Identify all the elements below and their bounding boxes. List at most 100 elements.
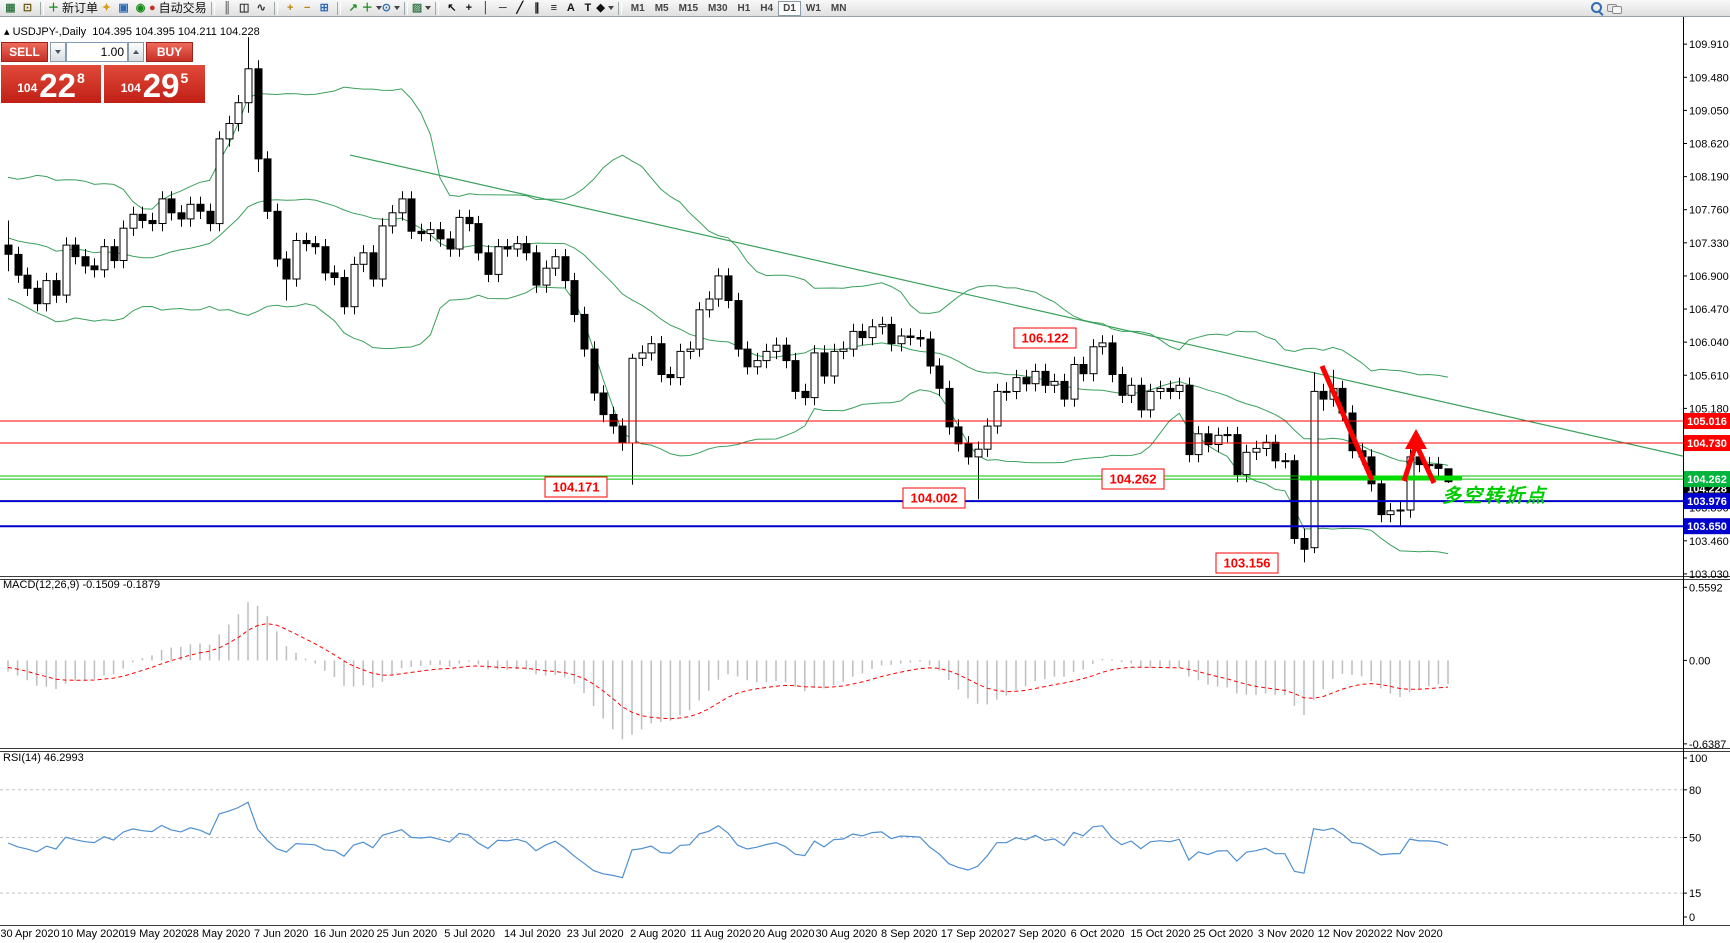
timeframe-MN[interactable]: MN	[830, 2, 847, 14]
price-tick-label: 107.760	[1689, 205, 1729, 217]
price-tick-label: 108.620	[1689, 138, 1729, 150]
pivot-text[interactable]: 多空转折点	[1442, 485, 1548, 507]
candle	[676, 350, 685, 379]
candle	[906, 335, 915, 338]
volume-input[interactable]	[66, 42, 128, 62]
horizontal-line-icon[interactable]: ─	[494, 1, 511, 16]
timeframe-H1[interactable]: H1	[737, 2, 751, 14]
sell-button[interactable]: SELL	[1, 42, 48, 62]
timeframe-M1[interactable]: M1	[630, 2, 645, 14]
buy-price-big: 29	[142, 67, 180, 104]
trendline-icon[interactable]: ╱	[511, 1, 528, 16]
terminal-icon[interactable]: ▣	[115, 1, 132, 16]
price-tick-label: 109.480	[1689, 72, 1729, 84]
bar-chart-icon[interactable]: ║	[219, 1, 236, 16]
price-badge-text: 104.262	[1687, 474, 1727, 486]
zoom-out-icon[interactable]: −	[299, 1, 316, 16]
time-axis[interactable]: 30 Apr 2020 10 May 2020 19 May 2020 28 May …	[0, 928, 1730, 942]
date-label: 12 Nov 2020	[1317, 928, 1380, 940]
autotrading-button[interactable]: ● 自动交易	[149, 1, 207, 16]
price-tick-label: 109.910	[1689, 39, 1729, 51]
text-icon[interactable]: A	[562, 1, 579, 16]
candle	[580, 313, 589, 350]
descending-trendline[interactable]	[349, 154, 1684, 457]
volume-down-button[interactable]	[50, 42, 66, 62]
price-annotation-box[interactable]	[1215, 552, 1279, 574]
rsi-value: 46.2993	[43, 752, 84, 764]
candle	[407, 198, 416, 232]
price-annotation-text: 106.122	[1022, 331, 1069, 346]
templates-icon[interactable]: ▨	[412, 1, 432, 16]
candle	[542, 267, 551, 286]
tile-windows-icon[interactable]: ⊞	[316, 1, 333, 16]
cleanup-icon[interactable]: ✦	[98, 1, 115, 16]
timeframe-D1[interactable]: D1	[778, 0, 801, 16]
panel-separator[interactable]	[0, 576, 1730, 577]
buy-button[interactable]: BUY	[146, 42, 193, 62]
search-icon[interactable]	[1588, 1, 1605, 16]
periods-clock-button[interactable]: ⊙	[382, 1, 400, 16]
toolbar-separator	[403, 1, 408, 15]
candle	[782, 344, 791, 362]
vertical-line-icon[interactable]: │	[477, 1, 494, 16]
line-chart-icon[interactable]: ∿	[253, 1, 270, 16]
arrow-up-icon	[1405, 429, 1427, 449]
candle	[1252, 447, 1261, 453]
timeframe-M15[interactable]: M15	[678, 2, 699, 14]
panel-separator[interactable]	[0, 748, 1730, 749]
buy-price-panel[interactable]: 104 29 5	[104, 65, 205, 103]
timeframe-M5[interactable]: M5	[654, 2, 669, 14]
profile-chart-icon[interactable]: ⊡	[19, 1, 36, 16]
candle	[1012, 377, 1021, 393]
price-annotation-box[interactable]	[544, 476, 608, 498]
macd-label: MACD(12,26,9) -0.1509 -0.1879	[3, 579, 161, 591]
collapse-marker-icon[interactable]: ▴	[4, 26, 10, 38]
shapes-icon[interactable]: ◆	[596, 1, 614, 16]
candlestick-chart-icon[interactable]: ◫	[236, 1, 253, 16]
price-annotation-box[interactable]	[1101, 468, 1165, 490]
panel-separator[interactable]	[0, 579, 1730, 580]
chat-icon[interactable]	[1605, 1, 1622, 16]
candle	[1281, 460, 1290, 463]
price-badge-text: 104.730	[1687, 438, 1727, 450]
zoom-in-icon[interactable]: +	[282, 1, 299, 16]
candle	[878, 323, 887, 328]
price-tick-label: 106.900	[1689, 271, 1729, 283]
sell-price-big: 22	[39, 67, 76, 104]
price-annotation-box[interactable]	[1013, 327, 1077, 349]
chart-window-icon[interactable]: ▦	[2, 1, 19, 16]
candle	[1396, 509, 1405, 512]
candle	[666, 374, 675, 379]
autotrading-button-label: 自动交易	[158, 0, 207, 15]
candle	[954, 426, 963, 445]
new-order-button[interactable]: ＋新订单	[48, 1, 98, 16]
candle	[1098, 342, 1107, 348]
candle	[609, 414, 618, 427]
candle	[455, 216, 464, 250]
date-label: 22 Nov 2020	[1380, 928, 1443, 940]
signals-icon[interactable]: ◉	[132, 1, 149, 16]
trendline-icon-glyph: ╱	[516, 1, 524, 14]
price-annotation-box[interactable]	[902, 487, 966, 509]
volume-up-button[interactable]	[128, 42, 144, 62]
toolbar-separator	[435, 1, 440, 15]
indicator-list-icon[interactable]: ↗	[345, 1, 362, 16]
text-label-icon[interactable]: T	[579, 1, 596, 16]
cursor-icon[interactable]: ↖	[443, 1, 460, 16]
candle	[1377, 483, 1386, 516]
panel-separator[interactable]	[0, 751, 1730, 752]
timeframe-W1[interactable]: W1	[805, 2, 821, 14]
candle	[1204, 433, 1213, 446]
price-annotations: 106.122 104.171 104.262 104.002 103.156	[544, 327, 1279, 574]
zigzag-annotation[interactable]	[1319, 364, 1437, 485]
candle	[1300, 538, 1309, 550]
crosshair-icon[interactable]: +	[460, 1, 477, 16]
panel-separator[interactable]	[0, 925, 1730, 926]
timeframe-H4[interactable]: H4	[760, 2, 774, 14]
timeframe-M30[interactable]: M30	[708, 2, 728, 14]
equidistant-channel-icon[interactable]: ∥	[528, 1, 545, 16]
sell-price-panel[interactable]: 104 22 8	[1, 65, 101, 103]
add-indicator-button[interactable]: ＋	[362, 1, 382, 16]
fibonacci-icon[interactable]: ≡	[545, 1, 562, 16]
